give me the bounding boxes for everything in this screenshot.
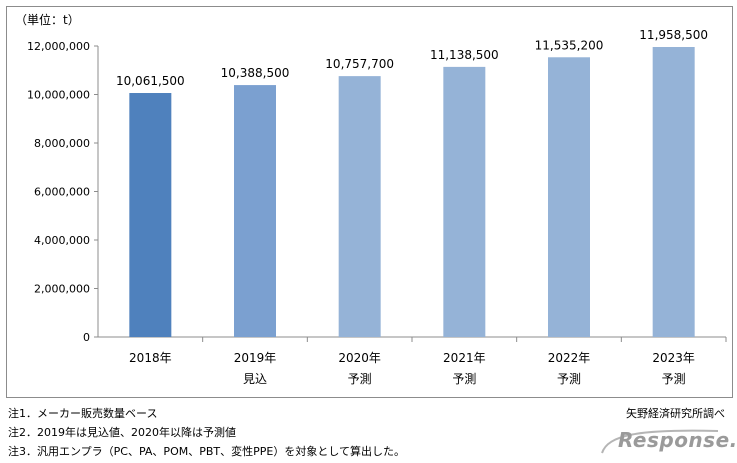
y-tick-label: 6,000,000 — [34, 186, 90, 199]
x-tick-label: 2019年 — [234, 351, 277, 365]
source-credit: 矢野経済研究所調べ — [626, 407, 725, 420]
bar — [652, 47, 695, 337]
bar — [234, 85, 276, 337]
bar — [443, 66, 486, 338]
x-tick-sublabel: 予測 — [662, 372, 686, 386]
x-tick-label: 2023年 — [652, 351, 695, 365]
bar-value-label: 11,138,500 — [430, 48, 499, 62]
x-tick-label: 2021年 — [443, 351, 486, 365]
note-3: 注3．汎用エンプラ（PC、PA、POM、PBT、変性PPE）を対象として算出した… — [8, 445, 406, 458]
bar-chart: （単位：t） 0 2,000,000 4,000,000 6,000,000 8,000,… — [15, 12, 727, 386]
x-tick-sublabel: 予測 — [348, 372, 372, 386]
bar-value-label: 10,388,500 — [221, 66, 290, 80]
note-2: 注2．2019年は見込値、2020年以降は予測値 — [8, 426, 236, 439]
x-tick-label: 2018年 — [129, 351, 172, 365]
bar — [129, 93, 172, 337]
y-tick-label: 10,000,000 — [27, 89, 90, 102]
x-tick-sublabel: 見込 — [243, 372, 267, 386]
y-tick-label: 2,000,000 — [34, 283, 90, 296]
bar — [338, 76, 381, 337]
bar-value-label: 11,535,200 — [535, 38, 604, 52]
bar-value-label: 11,958,500 — [639, 28, 708, 42]
response-logo-mark — [601, 429, 719, 454]
y-tick-label: 8,000,000 — [34, 137, 90, 150]
note-1: 注1．メーカー販売数量ベース — [8, 407, 158, 420]
response-logo-text: Response. — [618, 428, 737, 452]
response-logo: Response. — [598, 425, 737, 457]
bar-value-label: 10,757,700 — [325, 57, 394, 71]
y-tick-label: 4,000,000 — [34, 234, 90, 247]
x-tick-label: 2022年 — [548, 351, 591, 365]
x-tick-sublabel: 予測 — [557, 372, 581, 386]
x-tick-sublabel: 予測 — [452, 372, 476, 386]
chart-frame: （単位：t） 0 2,000,000 4,000,000 6,000,000 8,000,… — [6, 6, 733, 398]
y-tick-label: 12,000,000 — [27, 40, 90, 53]
unit-label: （単位：t） — [15, 12, 80, 27]
bar-value-label: 10,061,500 — [116, 74, 185, 88]
bar — [548, 57, 590, 338]
y-tick-label: 0 — [83, 331, 90, 344]
x-tick-label: 2020年 — [338, 351, 381, 365]
